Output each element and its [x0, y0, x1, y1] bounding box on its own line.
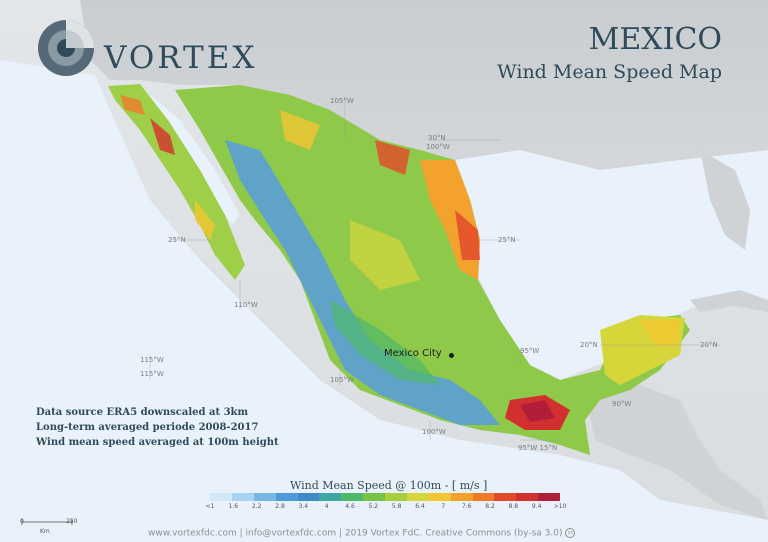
brand-name: VORTEX: [104, 40, 258, 76]
legend-color-bar: [210, 493, 560, 501]
legend-tick-label: 6.4: [415, 503, 425, 510]
legend-swatch: [406, 493, 429, 501]
pacific-ocean: [0, 60, 768, 542]
central-america: [585, 385, 768, 520]
legend-swatch: [341, 493, 364, 501]
footer-credits: www.vortexfdc.com | info@vortexfdc.com |…: [148, 528, 576, 539]
scale-start: 0: [20, 518, 24, 525]
coord-label: 30°N: [428, 134, 446, 142]
data-source-notes: Data source ERA5 downscaled at 3km Long-…: [36, 405, 279, 450]
scale-unit: Km: [40, 528, 50, 535]
florida: [700, 150, 750, 250]
coord-label: 25°N: [168, 236, 186, 244]
coord-label: 20°N: [580, 341, 598, 349]
coord-label: 105°W: [330, 376, 354, 384]
legend-swatch: [450, 493, 473, 501]
coord-label: 105°W: [330, 97, 354, 105]
info-line: Wind mean speed averaged at 100m height: [36, 437, 279, 448]
creative-commons-icon: cc: [565, 528, 576, 538]
coord-label: 115°W: [140, 356, 164, 364]
legend-tick-label: 7: [441, 503, 446, 510]
legend-swatch: [516, 493, 539, 501]
legend-tick-label: 7.6: [461, 503, 472, 510]
coord-label: 95°W 15°N: [518, 444, 558, 452]
coord-label: 90°W: [612, 400, 632, 408]
map-title: MEXICO: [588, 22, 722, 57]
western-highlands: [225, 140, 500, 425]
legend-swatch: [319, 493, 342, 501]
legend-tick-label: >10: [553, 503, 567, 510]
footer-text: www.vortexfdc.com | info@vortexfdc.com |…: [148, 528, 563, 539]
mexico-mainland: [175, 85, 690, 455]
graticule: [149, 100, 720, 441]
legend-tick-label: 3.4: [298, 503, 309, 510]
legend-swatch: [363, 493, 385, 501]
gulf-of-mexico: [455, 150, 768, 380]
legend-swatch: [297, 493, 320, 501]
legend-tick-label: 5.8: [391, 503, 402, 510]
legend-tick-label: 4.6: [345, 503, 355, 510]
legend-tick-label: <1: [205, 503, 215, 510]
legend-ticks: <1 1.6 2.2 2.8 3.4 4 4.6 5.2 5.8 6.4 7 7.6 8.2 8.8 9.4…: [200, 503, 570, 513]
coord-label: 20°N: [700, 341, 718, 349]
coord-label: 25°N: [498, 236, 516, 244]
scale-bar-icon: [21, 519, 73, 525]
legend-swatch: [385, 493, 407, 501]
legend-tick-label: 9.4: [531, 503, 542, 510]
legend-tick-label: 5.2: [368, 503, 379, 510]
cuba: [690, 290, 768, 312]
legend-tick-label: 2.8: [275, 503, 285, 510]
legend-swatch: [253, 493, 276, 501]
coord-label: 100°W: [426, 143, 450, 151]
legend-swatch: [472, 493, 495, 501]
legend-swatch: [231, 493, 254, 501]
legend-tick-label: 2.2: [251, 503, 262, 510]
legend-tick-label: 8.2: [485, 503, 495, 510]
legend-swatch: [275, 493, 298, 501]
scale-end: 250: [66, 518, 78, 525]
mexico-city-marker-icon: [449, 353, 454, 358]
legend-swatch: [538, 493, 560, 501]
coord-label: 95°W: [520, 347, 540, 355]
coord-label: 100°W: [422, 428, 446, 436]
legend-title: Wind Mean Speed @ 100m - [ m/s ]: [290, 479, 488, 492]
usa-landmass: [80, 0, 768, 170]
city-label: Mexico City: [384, 348, 442, 359]
info-line: Long-term averaged periode 2008-2017: [36, 422, 259, 433]
legend-tick-label: 1.6: [228, 503, 239, 510]
legend-tick-label: 4: [324, 503, 329, 510]
legend-swatch: [428, 493, 451, 501]
vortex-logo-icon: [38, 20, 94, 76]
legend-tick-label: 8.8: [508, 503, 519, 510]
map-subtitle: Wind Mean Speed Map: [497, 61, 722, 83]
legend-swatch: [210, 493, 232, 501]
coord-label: 115°W: [140, 370, 164, 378]
legend-swatch: [494, 493, 517, 501]
coord-label: 110°W: [234, 301, 258, 309]
info-line: Data source ERA5 downscaled at 3km: [36, 407, 249, 418]
